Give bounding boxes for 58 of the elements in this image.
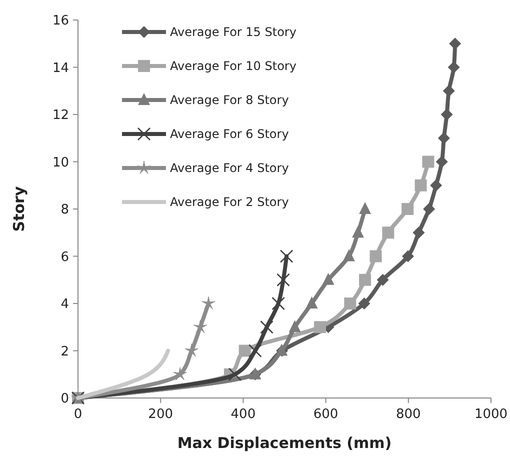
point [359,274,372,286]
point [436,156,448,168]
point [382,226,394,239]
point [272,296,285,310]
x-tick-label: 0 [74,407,82,422]
legend-label: Average For 10 Story [170,59,296,74]
point [402,250,414,262]
point [442,84,455,97]
legend-label: Average For 8 Story [170,93,289,108]
x-tick-label: 400 [230,407,256,422]
point [276,273,290,287]
point [280,250,294,263]
y-tick-label: 10 [52,155,69,170]
point [414,179,427,192]
x-tick-label: 600 [313,407,338,422]
point [376,274,389,286]
legend-label: Average For 4 Story [170,161,289,176]
x-tick-label: 1000 [474,407,508,422]
point [184,344,198,357]
point [228,368,242,382]
x-tick-label: 800 [396,407,421,422]
point [238,344,251,357]
point [342,249,355,262]
x-axis-title: Max Displacements (mm) [177,434,392,452]
legend-label: Average For 6 Story [170,127,289,142]
point [344,298,356,310]
point [422,156,434,168]
point [423,203,436,215]
point [440,108,453,120]
point [430,179,442,192]
y-tick-label: 16 [52,14,69,29]
legend-label: Average For 15 Story [170,25,296,40]
y-tick-label: 8 [60,202,69,218]
y-tick-label: 4 [60,297,69,312]
y-axis-title: Story [10,186,28,232]
point [412,226,425,239]
point [402,203,414,215]
point [448,61,460,74]
legend-label: Average For 2 Story [170,195,289,210]
point [322,272,334,285]
point [248,344,262,358]
point [193,320,208,334]
point [288,320,301,332]
y-tick-label: 0 [60,392,69,407]
point [358,298,370,310]
point [352,226,364,238]
point [306,296,318,308]
x-tick-label: 200 [148,407,174,422]
point [370,250,382,262]
point [314,321,326,334]
y-tick-label: 2 [60,344,69,360]
point [202,296,216,310]
point [260,320,274,334]
point [173,367,187,380]
y-tick-label: 14 [52,60,69,76]
y-tick-label: 6 [60,250,69,265]
point [359,202,372,214]
y-tick-label: 12 [52,108,69,124]
